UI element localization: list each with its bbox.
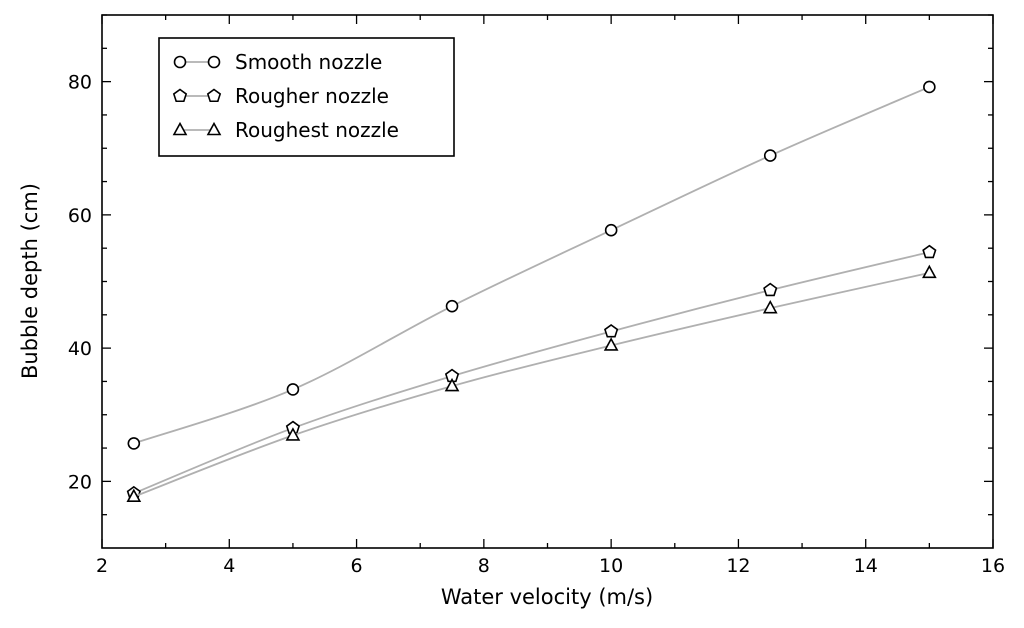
y-axis-label: Bubble depth (cm) xyxy=(18,183,42,379)
plot-marks xyxy=(126,80,937,502)
series-line-rougher-nozzle xyxy=(133,251,930,495)
legend-label-rougher-nozzle: Rougher nozzle xyxy=(235,84,389,108)
legend-label-smooth-nozzle: Smooth nozzle xyxy=(235,50,382,74)
x-tick-label: 2 xyxy=(96,555,108,577)
data-point-roughest-nozzle xyxy=(922,264,937,279)
data-point-smooth-nozzle xyxy=(286,383,300,396)
x-axis-label: Water velocity (m/s) xyxy=(441,585,653,609)
data-point-smooth-nozzle xyxy=(604,223,618,237)
x-tick-label: 14 xyxy=(854,555,878,577)
data-point-rougher-nozzle xyxy=(604,323,619,338)
data-point-roughest-nozzle xyxy=(444,377,460,392)
data-point-smooth-nozzle xyxy=(763,149,777,162)
x-tick-label: 6 xyxy=(351,555,363,577)
x-tick-label: 8 xyxy=(478,555,490,577)
data-point-roughest-nozzle xyxy=(285,427,301,441)
x-tick-label: 4 xyxy=(223,555,235,577)
y-tick-label: 20 xyxy=(68,471,92,493)
axes: 2 4 6 8 10 12 14 16 20 40 60 80 xyxy=(68,14,1005,577)
data-point-roughest-nozzle xyxy=(126,488,142,502)
x-tick-label: 16 xyxy=(981,555,1005,577)
data-point-smooth-nozzle xyxy=(445,299,459,313)
legend-label-roughest-nozzle: Roughest nozzle xyxy=(235,118,399,142)
data-point-roughest-nozzle xyxy=(762,299,778,314)
x-tick-label: 10 xyxy=(599,555,623,577)
legend-marker-rougher-nozzle xyxy=(172,88,188,103)
legend-marker-roughest-nozzle xyxy=(172,121,188,136)
y-tick-label: 80 xyxy=(68,72,92,94)
legend-marker-smooth-nozzle xyxy=(173,55,187,69)
legend-marker-roughest-nozzle xyxy=(206,121,222,136)
data-point-smooth-nozzle xyxy=(923,80,936,94)
data-point-rougher-nozzle xyxy=(763,282,778,297)
legend-marker-smooth-nozzle xyxy=(207,55,221,69)
y-tick-label: 40 xyxy=(68,338,92,360)
y-tick-label: 60 xyxy=(68,205,92,227)
x-tick-label: 12 xyxy=(726,555,750,577)
legend-marker-rougher-nozzle xyxy=(206,88,222,103)
series-line-smooth-nozzle xyxy=(133,86,930,445)
legend: Smooth nozzle Rougher nozzle Roughest nozz… xyxy=(158,37,455,157)
data-point-rougher-nozzle xyxy=(922,244,937,259)
series-line-roughest-nozzle xyxy=(133,271,930,498)
data-point-roughest-nozzle xyxy=(603,337,619,351)
data-point-smooth-nozzle xyxy=(127,437,141,450)
